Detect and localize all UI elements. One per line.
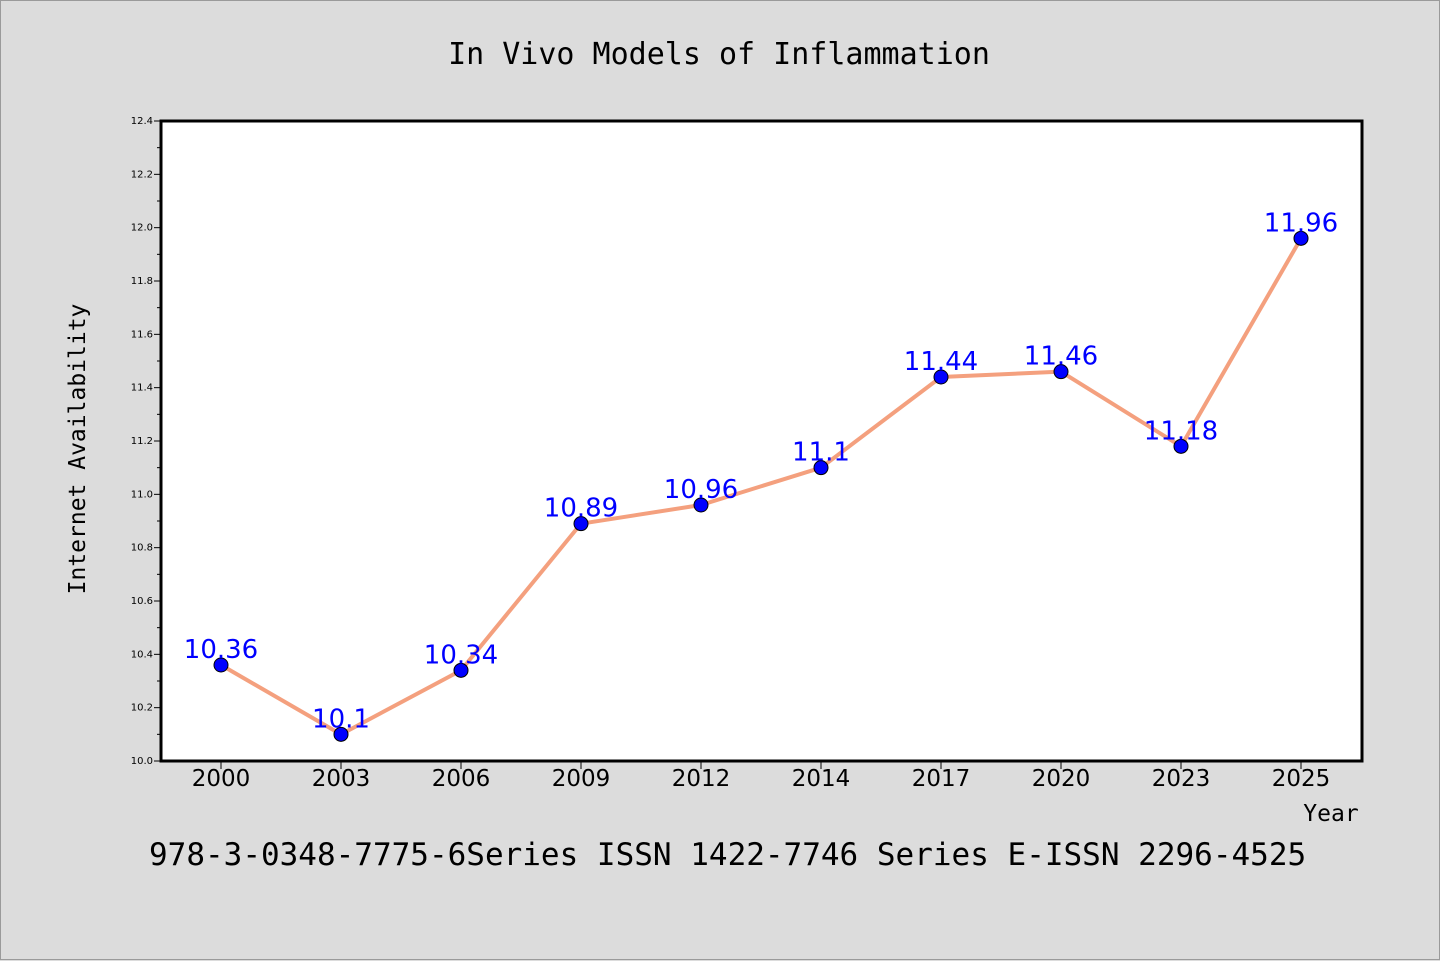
data-point — [1173, 438, 1189, 454]
data-point — [933, 369, 949, 385]
x-tick-label: 2023 — [1152, 766, 1211, 792]
y-tick-label: 12.2 — [131, 169, 153, 180]
y-tick-label: 11.0 — [131, 489, 153, 500]
data-label: 10.36 — [184, 635, 258, 665]
x-tick-label: 2020 — [1032, 766, 1091, 792]
series-layer: 10.36 10.1 10.34 10.89 10.96 11.1 11.44 11.46 11… — [184, 208, 1338, 742]
data-point — [573, 516, 589, 532]
x-tick-label: 2000 — [192, 766, 251, 792]
data-label: 10.89 — [544, 494, 618, 524]
x-tick-label: 2009 — [552, 766, 611, 792]
data-label: 11.44 — [904, 347, 978, 377]
x-axis: 2000 2003 2006 2009 2012 2014 2017 2020 2023 2025 — [192, 761, 1331, 792]
y-tick-label: 11.8 — [131, 276, 153, 287]
data-point — [813, 460, 829, 476]
x-tick-label: 2017 — [912, 766, 971, 792]
y-tick-label: 11.6 — [131, 329, 153, 340]
y-tick-label: 10.0 — [131, 756, 153, 767]
footer-isbn-issn: 978-3-0348-7775-6Series ISSN 1422-7746 S… — [149, 837, 1306, 873]
y-tick-label: 10.8 — [131, 543, 153, 554]
x-tick-label: 2006 — [432, 766, 491, 792]
x-tick-label: 2012 — [672, 766, 731, 792]
series-line — [219, 237, 1303, 737]
data-point — [453, 662, 469, 678]
y-tick-label: 11.4 — [131, 383, 153, 394]
data-label: 11.18 — [1144, 416, 1218, 446]
y-tick-label: 12.4 — [131, 116, 153, 127]
data-label: 10.96 — [664, 475, 738, 505]
y-axis: 10.0 10.2 10.4 10.6 10.8 11.0 11.2 11.4 11.6 11.8… — [131, 116, 161, 767]
data-point — [1053, 364, 1069, 380]
y-axis-label: Internet Availability — [65, 304, 91, 595]
data-point — [1293, 230, 1309, 246]
x-tick-label: 2003 — [312, 766, 371, 792]
y-tick-label: 10.4 — [131, 649, 153, 660]
data-point — [693, 497, 709, 513]
chart-title: In Vivo Models of Inflammation — [448, 37, 990, 72]
y-tick-label: 12.0 — [131, 223, 153, 234]
data-label: 10.34 — [424, 640, 498, 670]
data-label: 11.46 — [1024, 342, 1098, 372]
x-tick-label: 2014 — [792, 766, 851, 792]
y-tick-label: 10.6 — [131, 596, 153, 607]
x-axis-label: Year — [1303, 801, 1358, 827]
x-tick-label: 2025 — [1272, 766, 1331, 792]
data-label: 11.96 — [1264, 208, 1338, 238]
data-point — [213, 657, 229, 673]
y-tick-label: 10.2 — [131, 703, 153, 714]
data-label: 10.1 — [312, 704, 370, 734]
data-point — [333, 726, 349, 742]
data-label: 11.1 — [792, 438, 850, 468]
y-tick-label: 11.2 — [131, 436, 153, 447]
plot-area — [159, 119, 1364, 763]
